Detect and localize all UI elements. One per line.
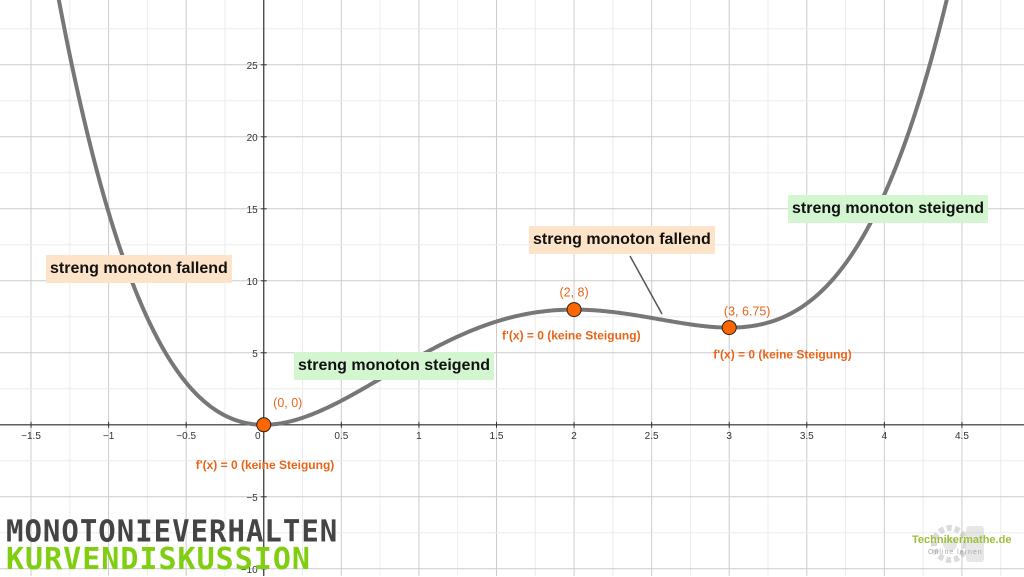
y-tick-label: 25	[247, 61, 259, 72]
x-tick-label: 1.5	[490, 431, 504, 442]
x-tick-label: −1.5	[21, 431, 41, 442]
x-tick-label: 1	[416, 431, 422, 442]
x-tick-label: 3	[726, 431, 732, 442]
extremum-point	[256, 417, 272, 433]
x-tick-label: 4.5	[955, 431, 969, 442]
extremum-point	[721, 320, 737, 336]
annotation-pointer-line	[629, 255, 663, 315]
annotation-steigend-middle: streng monoton steigend	[294, 352, 494, 380]
y-tick-label: 15	[247, 205, 259, 216]
x-tick-label: 0.5	[334, 431, 348, 442]
x-tick-label: 3.5	[800, 431, 814, 442]
watermark-subtitle: Online lernen	[928, 549, 983, 556]
y-tick-label: 5	[252, 349, 258, 360]
title-kurvendiskussion: KURVENDISKUSSION	[6, 542, 311, 577]
gear-icon	[931, 525, 984, 563]
x-tick-label: −0.5	[176, 431, 196, 442]
point-coordinate-label: (0, 0)	[273, 396, 302, 410]
x-tick-label: 2.5	[645, 431, 659, 442]
function-curve	[56, 0, 949, 427]
derivative-note: f'(x) = 0 (keine Steigung)	[713, 348, 852, 362]
extrema-points: (0, 0) f'(x) = 0 (keine Steigung) (2, 8) f'…	[196, 286, 852, 472]
derivative-note: f'(x) = 0 (keine Steigung)	[196, 458, 335, 472]
annotation-fallend-left: streng monoton fallend	[46, 255, 232, 283]
y-tick-label: 10	[247, 277, 259, 288]
title-monotonieverhalten: MONOTONIEVERHALTEN	[6, 513, 339, 549]
tick-labels: −1.5 −1 −0.5 0 0.5 1 1.5 2 2.5 3 3.5 4 4.5 −10 −5 5 10 15…	[21, 61, 969, 576]
derivative-note: f'(x) = 0 (keine Steigung)	[502, 329, 641, 343]
y-tick-label: −5	[246, 493, 258, 504]
y-tick-label: 20	[247, 133, 259, 144]
x-tick-label: −1	[103, 431, 115, 442]
x-tick-label: 2	[571, 431, 577, 442]
x-tick-label: 4	[882, 431, 888, 442]
annotation-fallend-middle: streng monoton fallend	[529, 226, 715, 254]
watermark-site: Technikermathe.de	[912, 534, 1012, 546]
point-coordinate-label: (2, 8)	[559, 286, 588, 300]
x-tick-label: 0	[255, 431, 261, 442]
annotation-steigend-right: streng monoton steigend	[788, 195, 988, 223]
y-tick-label: −10	[241, 565, 258, 576]
extremum-point	[566, 302, 582, 318]
point-coordinate-label: (3, 6.75)	[724, 305, 771, 319]
